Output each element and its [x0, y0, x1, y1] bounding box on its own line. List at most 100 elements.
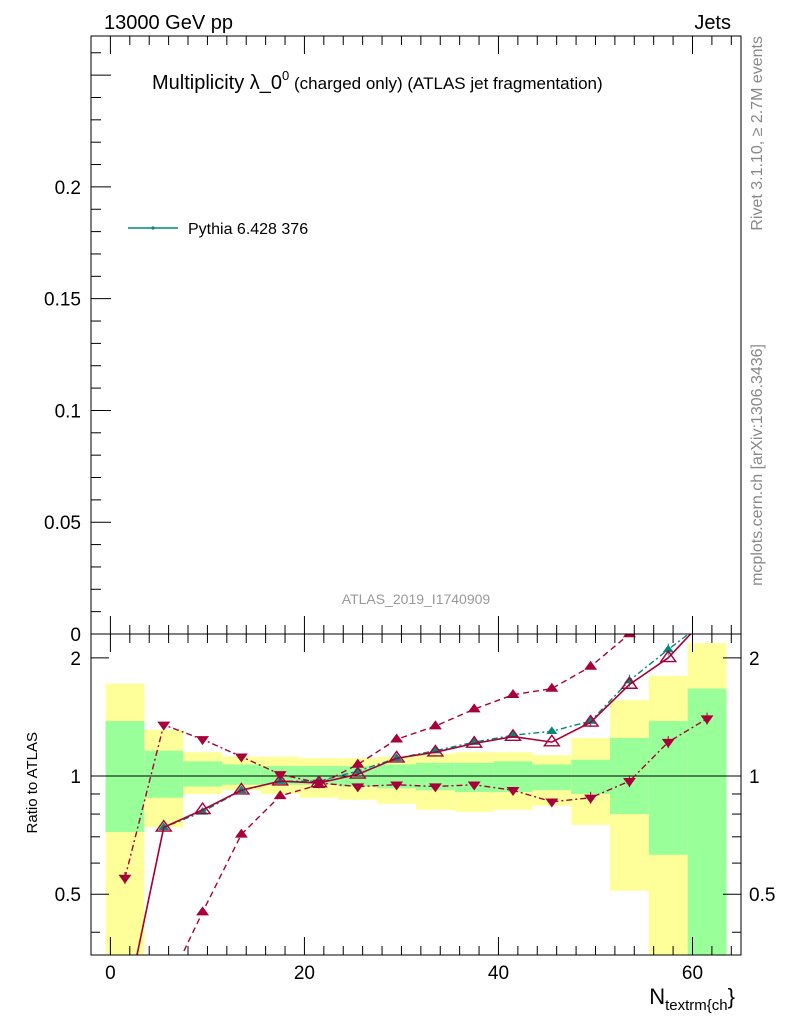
ratio-series-marker-3 [428, 783, 442, 793]
mcplots-label: mcplots.cern.ch [arXiv:1306.3436] [749, 344, 766, 586]
uncertainty-band-green [221, 764, 261, 785]
uncertainty-band-green [144, 750, 184, 798]
ratio-series-marker-3 [234, 753, 248, 763]
ratio-series-marker-2 [622, 634, 636, 638]
ratio-x-axis-label: Ntextrm{ch} [649, 984, 735, 1014]
ratio-y-tick-label-right: 1 [749, 767, 760, 788]
ratio-series-marker-1 [542, 734, 561, 747]
uncertainty-bands [105, 643, 727, 955]
ratio-series-marker-2 [506, 689, 520, 699]
ratio-series-line-3 [124, 718, 708, 879]
ratio-series-marker-1 [700, 610, 715, 620]
ratio-series-line-0 [136, 634, 690, 955]
legend-marker-pythia [151, 226, 155, 230]
ratio-series-marker-3 [661, 738, 675, 748]
ratio-series-marker-1 [659, 649, 678, 663]
ratio-x-tick-label: 0 [105, 963, 116, 984]
plot-title-main: Multiplicity λ_0 [152, 72, 282, 94]
legend-label-pythia: Pythia 6.428 376 [188, 221, 308, 238]
ratio-series-marker-1 [426, 744, 445, 757]
ratio-y-axis-label: Ratio to ATLAS [24, 732, 41, 833]
legend: Pythia 6.428 376 [128, 221, 308, 238]
ratio-series-marker-3 [390, 781, 404, 791]
ratio-series-marker-3 [196, 736, 210, 746]
main-y-axis: 0.05 0.1 0.15 0.2 [44, 36, 732, 634]
ratio-series-marker-2 [428, 720, 442, 730]
ratio-series-marker-2 [663, 608, 674, 616]
ratio-series-marker-0 [703, 616, 712, 622]
ratio-y-tick-label-right: 0.5 [749, 885, 775, 906]
ratio-series-marker-1 [620, 676, 639, 689]
ratio-series-marker-2 [119, 1007, 130, 1015]
plot-title-superscript: 0 [282, 68, 289, 83]
ratio-x-tick-label: 20 [294, 963, 315, 984]
ratio-series-marker-1 [504, 728, 522, 742]
uncertainty-band-green [105, 721, 145, 833]
rivet-version-label: Rivet 3.1.10, ≥ 2.7M events [749, 36, 766, 231]
ratio-y-tick-label: 1 [70, 767, 81, 788]
ratio-y-tick-label: 0.5 [55, 885, 81, 906]
plot-title-rest: (charged only) (ATLAS jet fragmentation) [289, 74, 602, 93]
x-axis-label-brace: } [728, 984, 735, 1009]
ratio-series-marker-3 [700, 715, 714, 725]
ratio-series-marker-2 [584, 660, 598, 670]
ratio-series-marker-2 [702, 584, 713, 592]
ratio-series-marker-3 [467, 781, 481, 791]
ratio-series-marker-1 [232, 782, 251, 795]
ratio-series-marker-3 [584, 794, 598, 804]
ratio-plot-frame [90, 633, 742, 956]
main-panel: Multiplicity λ_00 (charged only) (ATLAS … [44, 35, 742, 646]
ratio-series-line-2 [181, 634, 631, 955]
ratio-series-marker-2 [273, 790, 287, 800]
ratio-series-marker-0 [546, 726, 558, 735]
ratio-series-marker-3 [312, 779, 326, 789]
ratio-series-marker-3 [351, 783, 365, 793]
uncertainty-band-green [183, 761, 222, 787]
main-y-tick-label: 0.1 [55, 401, 81, 422]
ratio-series-marker-1 [387, 750, 406, 763]
header-process-label: Jets [694, 12, 731, 34]
ratio-series-marker-1 [117, 1006, 132, 1016]
ratio-series-marker-0 [507, 730, 519, 738]
ratio-series-marker-3 [118, 874, 132, 884]
ratio-series-line-1 [136, 634, 692, 955]
ratio-series-marker-3 [273, 771, 287, 781]
ratio-series-marker-2 [234, 828, 248, 838]
ratio-series-marker-3 [545, 798, 559, 808]
ratio-series-marker-2 [196, 906, 210, 916]
ratio-series-marker-2 [545, 682, 559, 692]
uncertainty-band-green [493, 761, 533, 793]
ratio-series-marker-2 [467, 703, 481, 713]
main-y-tick-label: 0.05 [44, 513, 81, 534]
uncertainty-band-green [532, 764, 572, 791]
x-axis-label-subscript: textrm{ch [665, 997, 728, 1014]
ratio-series-marker-1 [271, 773, 290, 786]
main-plot-frame [90, 35, 742, 635]
main-y-tick-zero-label: 0 [70, 625, 81, 646]
ratio-series-marker-2 [390, 733, 404, 743]
main-y-tick-label: 0.15 [44, 290, 81, 311]
ratio-x-tick-label: 40 [488, 963, 509, 984]
ratio-panel: 0 20 40 60 0.5 0.5 1 1 2 2 Ratio to ATLAS Ntextrm… [24, 584, 775, 1016]
ratio-axes: 0 20 40 60 0.5 0.5 1 1 2 2 [55, 634, 775, 984]
ratio-series-marker-2 [158, 988, 169, 996]
x-axis-label-main: N [649, 984, 665, 1009]
plot-title: Multiplicity λ_00 (charged only) (ATLAS … [152, 68, 603, 94]
ratio-series-marker-1 [465, 735, 484, 748]
uncertainty-band-green [571, 759, 611, 794]
ratio-series-marker-1 [581, 714, 600, 727]
uncertainty-band-green [687, 688, 727, 955]
ratio-y-tick-label: 2 [70, 649, 81, 670]
ratio-series-marker-3 [506, 787, 520, 797]
analysis-watermark: ATLAS_2019_I1740909 [342, 591, 491, 607]
ratio-series-marker-0 [120, 1008, 129, 1014]
ratio-series-marker-1 [154, 819, 173, 832]
main-y-tick-label: 0.2 [55, 178, 81, 199]
ratio-x-tick-label: 60 [682, 963, 703, 984]
header-energy-label: 13000 GeV pp [104, 12, 233, 34]
ratio-y-tick-label-right: 2 [749, 649, 760, 670]
ratio-series-group [117, 584, 715, 1016]
ratio-series-marker-1 [193, 801, 212, 815]
ratio-series-marker-2 [351, 758, 365, 768]
